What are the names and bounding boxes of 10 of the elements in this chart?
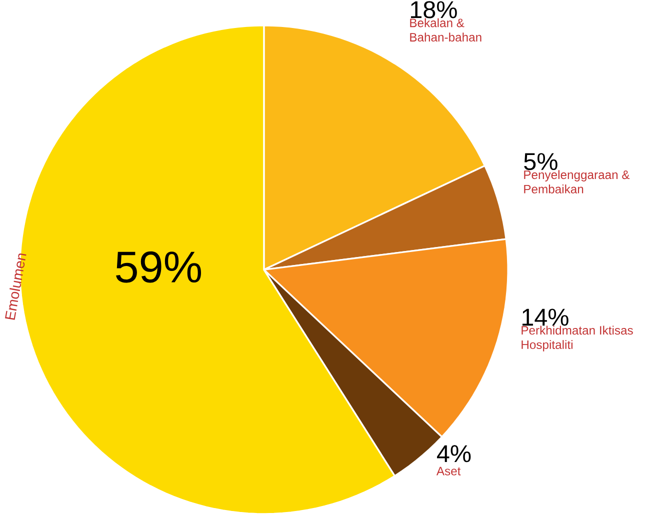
data-label: 5% (524, 153, 558, 170)
slice-label: Emolumen (5, 254, 26, 320)
data-label: 59% (116, 252, 202, 283)
slice-label: Perkhidmatan Iktisas Hospitaliti (522, 326, 633, 352)
data-label: 4% (436, 445, 471, 462)
slice-label: Aset (436, 467, 461, 476)
data-label: 14% (522, 308, 568, 326)
slice-label: Penyelenggaraan & Pembaikan (524, 170, 630, 194)
slice-label: Bekalan & Bahan-bahan (410, 18, 482, 42)
data-label: 18% (411, 1, 457, 18)
